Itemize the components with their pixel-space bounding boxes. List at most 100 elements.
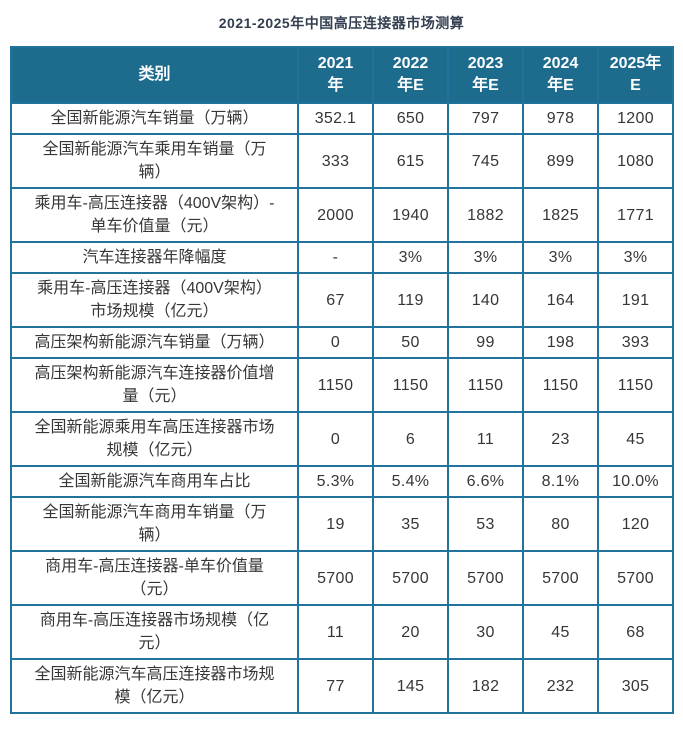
- cell-value: 120: [597, 496, 674, 552]
- market-estimation-table: 类别 2021 年 2022 年E 2023 年E 2024 年E 2025年 E 全国新能源汽车…: [10, 46, 674, 714]
- cell-value: 5700: [297, 550, 374, 606]
- cell-value: 615: [372, 133, 449, 189]
- row-label: 全国新能源汽车高压连接器市场规模（亿元）: [10, 658, 299, 714]
- row-label: 商用车-高压连接器-单车价值量（元）: [10, 550, 299, 606]
- page-title: 2021-2025年中国高压连接器市场测算: [218, 15, 465, 31]
- cell-value: 1150: [297, 357, 374, 413]
- cell-value: 11: [297, 604, 374, 660]
- cell-value: 1940: [372, 187, 449, 243]
- cell-value: 1080: [597, 133, 674, 189]
- cell-value: 20: [372, 604, 449, 660]
- cell-value: 23: [522, 411, 599, 467]
- table-row: 全国新能源汽车商用车占比 5.3% 5.4% 6.6% 8.1% 10.0%: [10, 465, 674, 498]
- table-body: 全国新能源汽车销量（万辆） 352.1 650 797 978 1200 全国新能源汽车乘用…: [10, 102, 674, 714]
- table-row: 全国新能源乘用车高压连接器市场规模（亿元） 0 6 11 23 45: [10, 411, 674, 467]
- table-row: 高压架构新能源汽车连接器价值增量（元） 1150 1150 1150 1150 1150: [10, 357, 674, 413]
- column-header-line: E: [630, 77, 641, 94]
- row-label: 乘用车-高压连接器（400V架构）-单车价值量（元）: [10, 187, 299, 243]
- cell-value: 3%: [522, 241, 599, 274]
- row-label: 全国新能源汽车商用车销量（万辆）: [10, 496, 299, 552]
- cell-value: 67: [297, 272, 374, 328]
- column-header-year-2025: 2025年 E: [597, 46, 674, 104]
- cell-value: 978: [522, 102, 599, 135]
- cell-value: 99: [447, 326, 524, 359]
- row-label: 商用车-高压连接器市场规模（亿元）: [10, 604, 299, 660]
- table-row: 全国新能源汽车商用车销量（万辆） 19 35 53 80 120: [10, 496, 674, 552]
- cell-value: 164: [522, 272, 599, 328]
- cell-value: 305: [597, 658, 674, 714]
- row-label: 全国新能源乘用车高压连接器市场规模（亿元）: [10, 411, 299, 467]
- cell-value: 0: [297, 326, 374, 359]
- cell-value: 11: [447, 411, 524, 467]
- column-header-line: 2024: [542, 55, 579, 72]
- cell-value: 1771: [597, 187, 674, 243]
- column-header-year-2024: 2024 年E: [522, 46, 599, 104]
- cell-value: 50: [372, 326, 449, 359]
- cell-value: 5700: [522, 550, 599, 606]
- cell-value: 30: [447, 604, 524, 660]
- table-row: 商用车-高压连接器-单车价值量（元） 5700 5700 5700 5700 5700: [10, 550, 674, 606]
- row-label: 全国新能源汽车商用车占比: [10, 465, 299, 498]
- cell-value: 3%: [372, 241, 449, 274]
- cell-value: 182: [447, 658, 524, 714]
- table-row: 乘用车-高压连接器（400V架构）-单车价值量（元） 2000 1940 1882 18…: [10, 187, 674, 243]
- column-header-line: 2025年: [609, 55, 662, 72]
- column-header-line: 年: [327, 77, 344, 94]
- cell-value: 119: [372, 272, 449, 328]
- cell-value: 45: [522, 604, 599, 660]
- cell-value: 352.1: [297, 102, 374, 135]
- row-label: 乘用车-高压连接器（400V架构）市场规模（亿元）: [10, 272, 299, 328]
- cell-value: 5700: [597, 550, 674, 606]
- cell-value: 333: [297, 133, 374, 189]
- cell-value: 1150: [597, 357, 674, 413]
- table-row: 乘用车-高压连接器（400V架构）市场规模（亿元） 67 119 140 164 191: [10, 272, 674, 328]
- cell-value: 5700: [447, 550, 524, 606]
- cell-value: 393: [597, 326, 674, 359]
- cell-value: 35: [372, 496, 449, 552]
- cell-value: 68: [597, 604, 674, 660]
- row-label: 全国新能源汽车乘用车销量（万辆）: [10, 133, 299, 189]
- cell-value: 3%: [597, 241, 674, 274]
- cell-value: 1825: [522, 187, 599, 243]
- cell-value: 19: [297, 496, 374, 552]
- cell-value: 5.4%: [372, 465, 449, 498]
- row-label: 全国新能源汽车销量（万辆）: [10, 102, 299, 135]
- cell-value: 6.6%: [447, 465, 524, 498]
- cell-value: 5700: [372, 550, 449, 606]
- column-header-line: 年E: [397, 77, 424, 94]
- cell-value: 198: [522, 326, 599, 359]
- cell-value: 191: [597, 272, 674, 328]
- cell-value: 1150: [372, 357, 449, 413]
- cell-value: 797: [447, 102, 524, 135]
- column-header-line: 年E: [472, 77, 499, 94]
- table-row: 高压架构新能源汽车销量（万辆） 0 50 99 198 393: [10, 326, 674, 359]
- column-header-year-2023: 2023 年E: [447, 46, 524, 104]
- cell-value: 53: [447, 496, 524, 552]
- cell-value: 77: [297, 658, 374, 714]
- cell-value: 145: [372, 658, 449, 714]
- cell-value: 80: [522, 496, 599, 552]
- cell-value: 650: [372, 102, 449, 135]
- row-label: 汽车连接器年降幅度: [10, 241, 299, 274]
- cell-value: 3%: [447, 241, 524, 274]
- table-row: 汽车连接器年降幅度 -3% 3% 3% 3%: [10, 241, 674, 274]
- column-header-year-2022: 2022 年E: [372, 46, 449, 104]
- column-header-year-2021: 2021 年: [297, 46, 374, 104]
- cell-value: 140: [447, 272, 524, 328]
- cell-value: 2000: [297, 187, 374, 243]
- table-row: 全国新能源汽车高压连接器市场规模（亿元） 77 145 182 232 305: [10, 658, 674, 714]
- cell-value: 6: [372, 411, 449, 467]
- cell-value: 8.1%: [522, 465, 599, 498]
- table-row: 商用车-高压连接器市场规模（亿元） 11 20 30 45 68: [10, 604, 674, 660]
- cell-value: 45: [597, 411, 674, 467]
- row-label: 高压架构新能源汽车连接器价值增量（元）: [10, 357, 299, 413]
- cell-value: 1150: [522, 357, 599, 413]
- table-row: 全国新能源汽车销量（万辆） 352.1 650 797 978 1200: [10, 102, 674, 135]
- column-header-line: 年E: [547, 77, 574, 94]
- table-row: 全国新能源汽车乘用车销量（万辆） 333 615 745 899 1080: [10, 133, 674, 189]
- column-header-line: 2021: [317, 55, 354, 72]
- column-header-line: 2023: [467, 55, 504, 72]
- cell-value: 5.3%: [297, 465, 374, 498]
- cell-value: 899: [522, 133, 599, 189]
